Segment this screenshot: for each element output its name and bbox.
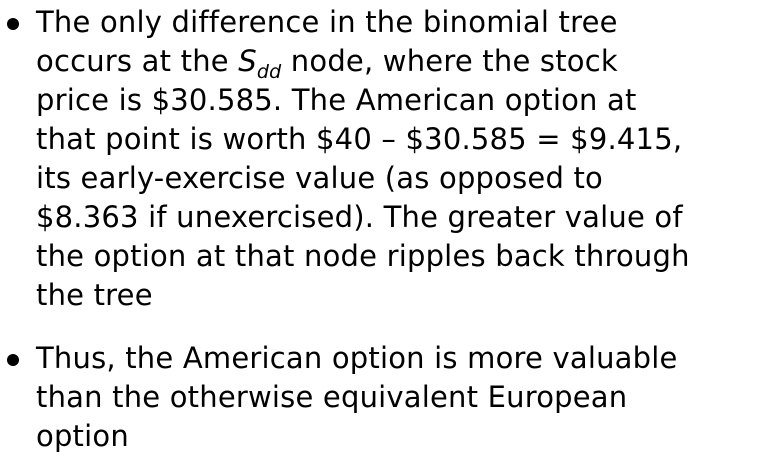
text-line: The only difference in the binomial tree (36, 5, 618, 39)
text-line: Thus, the American option is more valuab… (36, 341, 678, 375)
bullet-dot-icon (7, 354, 19, 366)
symbol-subscript: dd (256, 61, 282, 83)
bullet-item-conclusion: Thus, the American option is more valuab… (0, 339, 772, 456)
text-line: than the otherwise equivalent European (36, 380, 628, 414)
text-line-with-symbol: occurs at the Sdd node, where the stock (36, 42, 772, 82)
text-line: its early-exercise value (as opposed to (36, 161, 603, 195)
text-line: option (36, 419, 129, 453)
bullet-item-early-exercise: The only difference in the binomial tree… (0, 3, 772, 315)
text-line: price is $30.585. The American option at (36, 83, 637, 117)
text-line: $8.363 if unexercised). The greater valu… (36, 200, 683, 234)
text-fragment: occurs at the (36, 44, 239, 78)
node-symbol: Sdd (238, 44, 281, 82)
text-fragment: node, where the stock (281, 44, 618, 78)
text-line: that point is worth $40 – $30.585 = $9.4… (36, 122, 683, 156)
bullet-dot-icon (7, 18, 19, 30)
text-line: the option at that node ripples back thr… (36, 239, 690, 273)
text-line: the tree (36, 278, 153, 312)
symbol-base: S (238, 44, 257, 78)
